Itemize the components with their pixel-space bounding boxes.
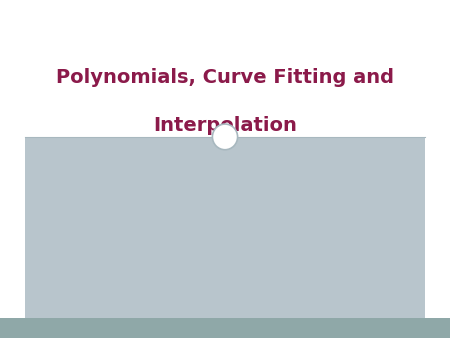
Bar xyxy=(25,137,425,318)
Text: Polynomials, Curve Fitting and: Polynomials, Curve Fitting and xyxy=(56,68,394,87)
Ellipse shape xyxy=(212,124,238,150)
Text: Interpolation: Interpolation xyxy=(153,116,297,135)
Bar xyxy=(0,0,450,137)
Bar xyxy=(0,318,450,338)
